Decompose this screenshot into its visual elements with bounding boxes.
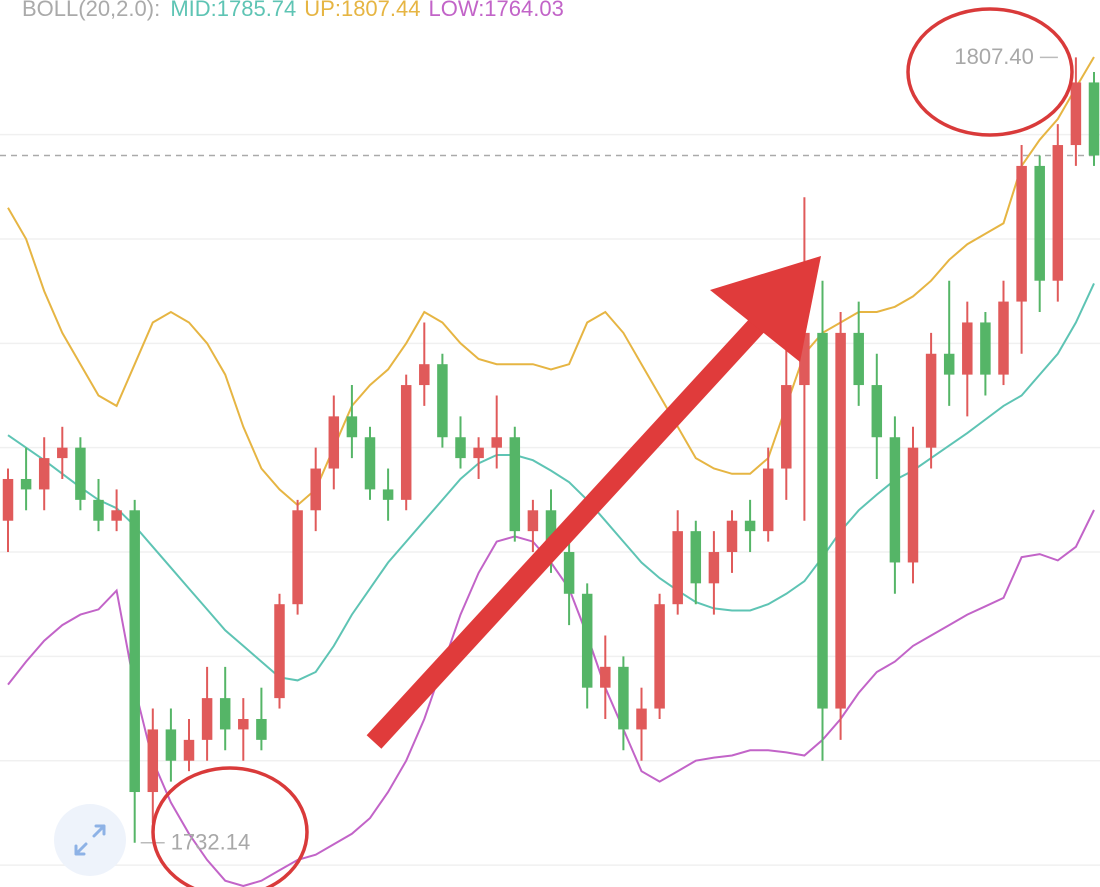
candle-body — [93, 499, 104, 521]
price-annotations: 1807.40 1732.14 — [140, 44, 1058, 855]
candle-body — [111, 510, 122, 521]
candle-body — [690, 531, 702, 584]
candles — [2, 57, 1100, 843]
candle-body — [943, 353, 955, 375]
candle-body — [672, 531, 683, 605]
candle-body — [1016, 165, 1027, 302]
candle-body — [1088, 82, 1100, 156]
candle-body — [835, 332, 846, 709]
candle-body — [183, 739, 195, 761]
trend-arrow — [366, 256, 821, 749]
candle-body — [1070, 82, 1082, 146]
candle-body — [871, 385, 883, 438]
candle-body — [400, 385, 412, 500]
candle-body — [545, 510, 557, 553]
grid — [0, 133, 1100, 866]
candle-body — [201, 698, 213, 740]
boll-line — [7, 56, 1095, 507]
candle-body — [998, 301, 1009, 375]
legend: BOLL(20,2.0): MID:1785.74 UP:1807.44 LOW:1… — [22, 0, 572, 22]
candle-body — [726, 520, 738, 553]
candle-body — [473, 447, 484, 459]
candle-body — [817, 332, 828, 709]
legend-entry: MID:1785.74 — [170, 0, 297, 21]
zoom-button-bg[interactable] — [54, 804, 126, 876]
candle-body — [654, 604, 665, 709]
candle-body — [419, 364, 430, 386]
candle-body — [907, 447, 919, 563]
candle-body — [509, 437, 521, 532]
annotation-label: 1732.14 — [171, 830, 251, 855]
candle-body — [364, 437, 376, 490]
candle-body — [563, 552, 575, 594]
candle-body — [1034, 165, 1045, 281]
candle-body — [889, 437, 901, 563]
candle-body — [799, 332, 810, 386]
candle-body — [744, 520, 756, 532]
candle-body — [310, 468, 321, 511]
indicator-name: BOLL(20,2.0): — [22, 0, 161, 21]
highlight-circle — [906, 7, 1074, 137]
candle-body — [853, 332, 864, 386]
candle-body — [2, 478, 14, 521]
candle-body — [219, 698, 231, 730]
candle-body — [491, 437, 502, 448]
candle-body — [292, 510, 303, 605]
legend-entry: UP:1807.44 — [304, 0, 421, 21]
candle-body — [980, 322, 991, 375]
candle-body — [781, 385, 792, 469]
candle-body — [581, 593, 593, 688]
candle-body — [455, 437, 466, 459]
candle-body — [328, 416, 340, 469]
arrow-shaft — [366, 315, 768, 749]
candle-body — [75, 447, 86, 500]
arrow-head — [710, 256, 821, 362]
candle-body — [437, 364, 448, 438]
zoom-button[interactable] — [54, 804, 126, 876]
legend-entry: LOW:1764.03 — [428, 0, 564, 21]
candle-body — [600, 666, 611, 688]
candle-body — [382, 489, 394, 500]
candle-body — [618, 666, 629, 730]
candle-body — [256, 718, 267, 740]
candle-body — [57, 447, 68, 459]
candle-body — [20, 478, 32, 490]
candle-body — [238, 718, 249, 730]
candle-body — [274, 604, 285, 699]
candle-body — [708, 552, 720, 584]
candle-body — [346, 416, 358, 438]
candle-body — [527, 510, 539, 532]
candle-body — [147, 729, 159, 793]
candle-body — [38, 458, 50, 490]
zoom-icon[interactable] — [74, 824, 106, 856]
candle-body — [1052, 145, 1064, 281]
highlight-circle — [151, 766, 309, 887]
candle-body — [962, 322, 973, 375]
candle-body — [636, 708, 647, 730]
candle-body — [925, 353, 937, 448]
candle-body — [129, 510, 140, 793]
candle-body — [762, 468, 774, 532]
annotation-label: 1807.40 — [954, 44, 1034, 69]
candle-body — [165, 729, 177, 761]
